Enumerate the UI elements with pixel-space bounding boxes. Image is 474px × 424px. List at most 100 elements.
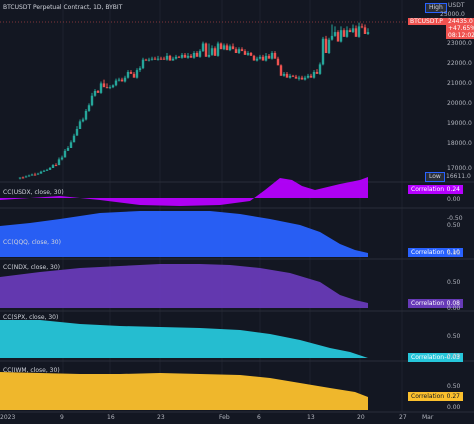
- candle-body: [72, 135, 76, 143]
- pane-tick: 0.50: [447, 279, 461, 286]
- candle-body: [168, 55, 172, 61]
- price-tick: 17000.0: [447, 165, 472, 172]
- time-tick: 23: [157, 414, 165, 421]
- candle-body: [243, 51, 247, 55]
- indicator-title-usdx: CC(USDX, close, 30): [3, 189, 64, 196]
- candle-body: [57, 159, 61, 166]
- candle-body: [192, 53, 196, 58]
- candle-body: [348, 30, 352, 33]
- candle-body: [78, 121, 82, 129]
- candle-body: [180, 54, 184, 58]
- candle-body: [294, 76, 298, 79]
- candle-body: [234, 49, 238, 53]
- candle-body: [273, 53, 277, 59]
- candle-body: [354, 28, 358, 37]
- candle-body: [123, 77, 127, 82]
- candle-body: [261, 56, 265, 61]
- candle-body: [30, 174, 34, 176]
- candle-body: [60, 157, 64, 160]
- candle-body: [24, 176, 28, 178]
- candle-body: [162, 58, 166, 60]
- candle-body: [33, 174, 37, 176]
- candle-body: [165, 55, 169, 60]
- correlation-area-spx: [0, 320, 368, 358]
- candle-body: [21, 177, 25, 179]
- time-tick: Feb: [219, 414, 230, 421]
- correlation-area-qqq: [0, 211, 368, 257]
- candle-body: [147, 59, 151, 61]
- candle-body: [195, 53, 199, 57]
- candle-body: [258, 56, 262, 59]
- candle-body: [108, 87, 112, 89]
- candle-body: [75, 129, 79, 136]
- candle-body: [264, 55, 268, 61]
- indicator-title-iwm: CC(IWM, close, 30): [3, 367, 60, 374]
- indicator-title-qqq: CC(QQQ, close, 30): [3, 239, 61, 246]
- candle-body: [333, 32, 337, 36]
- price-tick: 18000.0: [447, 140, 472, 147]
- candle-body: [201, 43, 205, 52]
- pane-tick: 0.50: [447, 222, 461, 229]
- high-value: 25000.0: [440, 11, 465, 18]
- candle-body: [45, 169, 49, 171]
- candle-body: [339, 30, 343, 42]
- pane-tick: -0.50: [447, 215, 463, 222]
- price-tick: 23000.0: [447, 40, 472, 47]
- candle-body: [219, 43, 223, 50]
- correlation-value: 0.27: [446, 393, 460, 400]
- indicator-title-ndx: CC(NDX, close, 30): [3, 264, 60, 271]
- pane-tick: 0.00: [447, 404, 461, 411]
- candle-body: [174, 56, 178, 59]
- candle-body: [141, 59, 145, 69]
- candle-body: [93, 91, 97, 96]
- correlation-badge-iwm: Correlation 0.27: [408, 392, 463, 401]
- candle-body: [42, 170, 46, 172]
- candle-body: [228, 46, 232, 51]
- indicator-title-spx: CC(SPX, close, 30): [3, 314, 59, 321]
- correlation-value: -0.03: [444, 354, 460, 361]
- candle-body: [111, 85, 115, 88]
- correlation-value: 0.08: [446, 300, 460, 307]
- candle-body: [222, 45, 226, 50]
- candle-body: [54, 165, 58, 167]
- correlation-badge-spx: Correlation -0.03: [408, 353, 463, 362]
- candle-body: [69, 142, 73, 148]
- price-tick: 22000.0: [447, 60, 472, 67]
- candle-body: [102, 83, 106, 88]
- change-pct: +47.65%: [446, 25, 474, 32]
- candle-body: [270, 53, 274, 59]
- candle-body: [357, 26, 361, 37]
- candle-body: [114, 80, 118, 86]
- candle-body: [117, 79, 121, 81]
- candle-body: [363, 27, 367, 34]
- candle-body: [249, 53, 253, 56]
- correlation-label: Correlation: [411, 354, 445, 361]
- candle-body: [366, 32, 370, 34]
- candle-body: [210, 48, 214, 55]
- price-tick: 19000.0: [447, 120, 472, 127]
- candle-body: [282, 73, 286, 76]
- time-tick: Mar: [422, 414, 434, 421]
- correlation-value: 0.10: [446, 249, 460, 256]
- candle-body: [18, 177, 22, 179]
- candle-body: [81, 119, 85, 122]
- candle-body: [99, 83, 103, 93]
- time-tick: 13: [307, 414, 315, 421]
- price-tick: 20000.0: [447, 100, 472, 107]
- candle-body: [288, 75, 292, 78]
- candle-body: [345, 30, 349, 37]
- pane-tick: 0.00: [447, 196, 461, 203]
- candle-body: [126, 72, 130, 78]
- candle-body: [150, 58, 154, 60]
- candle-body: [129, 72, 133, 74]
- pane-tick: 0.50: [447, 333, 461, 340]
- candle-body: [216, 43, 220, 56]
- candle-body: [96, 91, 100, 93]
- candle-body: [252, 55, 256, 61]
- candle-body: [213, 48, 217, 56]
- candle-body: [315, 72, 319, 74]
- candle-body: [186, 55, 190, 58]
- candle-body: [303, 77, 307, 80]
- candle-body: [63, 150, 67, 158]
